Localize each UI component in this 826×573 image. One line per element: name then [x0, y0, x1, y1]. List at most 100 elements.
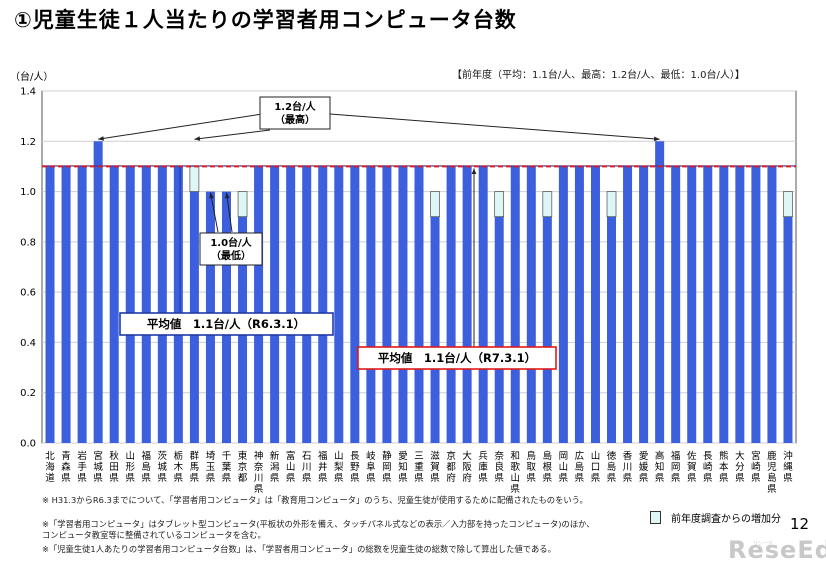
x-tick-label: 梨 — [334, 461, 344, 473]
avg-r7-label: 平均値 1.1台/人（R7.3.1） — [378, 351, 536, 365]
x-tick-label: 形 — [125, 461, 135, 473]
x-tick-label: 城 — [158, 462, 168, 473]
x-tick-label: 奈 — [494, 450, 504, 462]
bar — [703, 166, 713, 443]
x-tick-label: 道 — [45, 472, 55, 484]
x-tick-label: 福 — [142, 450, 152, 462]
x-tick-label: 県 — [190, 473, 200, 484]
x-tick-label: 県 — [125, 473, 135, 484]
bar — [302, 166, 312, 443]
bar — [109, 166, 119, 443]
x-tick-label: 野 — [350, 462, 360, 473]
x-tick-label: 県 — [286, 473, 296, 484]
x-tick-label: 大 — [462, 450, 472, 462]
bar-increase — [606, 191, 617, 218]
x-tick-label: 葉 — [222, 461, 232, 473]
bar — [526, 166, 536, 443]
x-tick-label: 茨 — [158, 450, 168, 462]
bar — [494, 216, 504, 443]
max-callout-value: 1.2台/人 — [274, 100, 316, 113]
x-tick-label: 県 — [270, 473, 280, 484]
bar — [558, 166, 568, 443]
x-tick-label: 兵 — [478, 450, 488, 462]
x-tick-label: 海 — [45, 461, 55, 473]
max-callout-sub: （最高） — [275, 113, 315, 126]
x-tick-label: 広 — [575, 450, 585, 462]
bar — [590, 166, 600, 443]
x-tick-label: 奈 — [254, 461, 264, 473]
bar — [607, 216, 617, 443]
avg-r7-box — [357, 346, 557, 370]
x-tick-label: 田 — [109, 462, 119, 473]
x-tick-label: 崎 — [703, 461, 713, 473]
x-tick-label: 森 — [61, 461, 71, 473]
x-tick-label: 県 — [751, 473, 761, 484]
x-tick-label: 県 — [254, 484, 264, 495]
x-tick-label: 京 — [238, 461, 248, 473]
bar-chart: 0.00.20.40.60.81.01.21.4北海道青森県岩手県宮城県秋田県山… — [20, 87, 797, 495]
bar — [254, 166, 264, 443]
bar — [446, 166, 456, 443]
x-tick-label: 山 — [334, 451, 344, 462]
x-tick-label: 栃 — [174, 450, 184, 462]
bar — [478, 166, 488, 443]
x-tick-label: 潟 — [270, 461, 280, 473]
x-tick-label: 本 — [719, 461, 729, 473]
x-tick-label: 県 — [382, 473, 392, 484]
x-tick-label: 知 — [655, 461, 665, 473]
x-tick-label: 愛 — [639, 450, 649, 462]
x-tick-label: 県 — [671, 473, 681, 484]
x-tick-label: 県 — [334, 473, 344, 484]
bar — [687, 166, 697, 443]
footnote-2: ※「学習者用コンピュータ」はタブレット型コンピュータ(平板状の外形を備え、タッチ… — [42, 519, 595, 540]
x-tick-label: 愛 — [398, 450, 408, 462]
x-tick-label: 県 — [575, 473, 585, 484]
max-callout-box — [259, 96, 331, 130]
x-tick-label: 根 — [543, 461, 553, 473]
bar — [735, 166, 745, 443]
x-tick-label: 媛 — [639, 461, 649, 473]
bar — [45, 166, 55, 443]
bar — [173, 166, 183, 443]
x-tick-label: 石 — [302, 451, 312, 462]
x-tick-label: 縄 — [783, 461, 793, 473]
y-tick-label: 1.4 — [20, 87, 36, 98]
x-tick-label: 県 — [655, 473, 665, 484]
footnote-1: ※ H31.3からR6.3までについて、「学習者用コンピュータ」は「教育用コンピ… — [42, 495, 588, 505]
y-tick-label: 0.4 — [20, 338, 36, 349]
x-tick-label: 良 — [494, 461, 504, 473]
x-tick-label: 県 — [478, 473, 488, 484]
bar — [141, 166, 151, 443]
bar — [125, 166, 135, 443]
x-tick-label: 県 — [318, 473, 328, 484]
x-tick-label: 馬 — [190, 462, 200, 473]
x-tick-label: 佐 — [687, 450, 697, 462]
x-tick-label: 県 — [703, 473, 713, 484]
avg-r6-box — [119, 312, 334, 336]
x-tick-label: 都 — [238, 473, 248, 484]
x-tick-label: 庫 — [478, 461, 488, 473]
x-tick-label: 宮 — [93, 450, 103, 462]
min-arrow-saitama-head — [209, 192, 214, 199]
bar — [286, 166, 296, 443]
bar — [398, 166, 408, 443]
page-number: 12 — [790, 515, 810, 533]
x-tick-label: 玉 — [206, 462, 216, 473]
x-tick-label: 新 — [270, 450, 280, 462]
x-tick-label: 島 — [543, 450, 553, 462]
x-tick-label: 手 — [77, 461, 87, 473]
x-tick-label: 府 — [462, 472, 472, 484]
min-callout-box — [199, 232, 263, 266]
x-tick-label: 大 — [735, 450, 745, 462]
bar — [334, 166, 344, 443]
min-arrow-saitama — [209, 192, 219, 233]
bar — [350, 166, 360, 443]
bar — [61, 166, 71, 443]
x-tick-label: 県 — [591, 473, 601, 484]
avg-r7-arrow-head — [471, 168, 477, 174]
x-tick-label: 福 — [671, 450, 681, 462]
x-tick-label: 城 — [93, 462, 103, 473]
x-tick-label: 長 — [350, 451, 360, 462]
bar-increase — [189, 166, 200, 192]
x-tick-label: 取 — [527, 462, 537, 473]
